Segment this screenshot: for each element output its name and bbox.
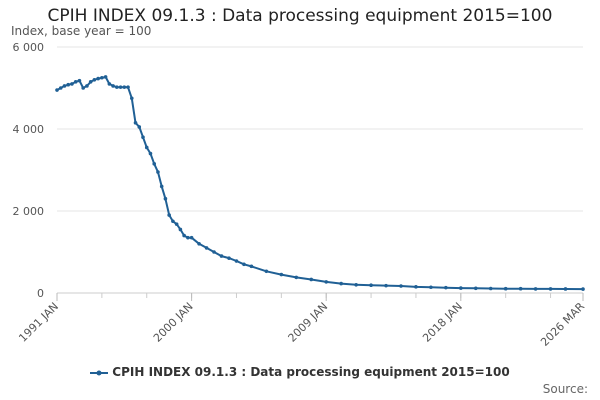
data-point bbox=[58, 86, 63, 90]
y-tick-label: 4 000 bbox=[13, 123, 45, 136]
data-point bbox=[171, 219, 175, 224]
data-point bbox=[167, 213, 171, 217]
data-point bbox=[55, 88, 59, 92]
data-point bbox=[444, 285, 448, 290]
data-point bbox=[242, 262, 246, 267]
x-tick-label: 2009 JAN bbox=[286, 300, 331, 345]
data-point bbox=[186, 235, 190, 240]
data-point bbox=[96, 76, 100, 81]
data-point bbox=[85, 84, 89, 88]
data-point bbox=[518, 286, 523, 291]
series-layer bbox=[55, 75, 585, 291]
data-point bbox=[414, 285, 418, 289]
data-point bbox=[249, 264, 254, 269]
data-point bbox=[178, 227, 183, 232]
y-axis: 0 2 000 4 000 6 000 bbox=[13, 41, 45, 300]
data-point bbox=[399, 284, 403, 288]
data-point bbox=[81, 86, 85, 90]
data-point bbox=[459, 286, 463, 290]
data-point bbox=[324, 280, 329, 284]
gridlines bbox=[57, 46, 583, 294]
data-point bbox=[234, 259, 239, 263]
data-point bbox=[174, 222, 179, 226]
y-axis-label: Index, base year = 100 bbox=[11, 24, 152, 38]
data-point bbox=[197, 242, 201, 246]
data-point bbox=[354, 283, 358, 287]
data-point bbox=[115, 85, 119, 89]
x-tick-label: 2026 MAR bbox=[538, 300, 587, 349]
series-line bbox=[56, 75, 584, 291]
data-point bbox=[384, 283, 388, 288]
data-point bbox=[107, 82, 112, 86]
data-point bbox=[473, 286, 478, 291]
data-point bbox=[429, 285, 433, 290]
data-point bbox=[103, 75, 108, 79]
data-point bbox=[144, 145, 149, 150]
x-tick-label: 2018 JAN bbox=[420, 300, 465, 345]
data-point bbox=[100, 75, 104, 80]
data-point bbox=[227, 256, 231, 260]
data-point bbox=[294, 275, 299, 280]
y-tick-label: 2 000 bbox=[13, 205, 45, 218]
data-point bbox=[581, 287, 585, 291]
data-point bbox=[70, 82, 74, 86]
data-point bbox=[189, 235, 194, 240]
y-tick-label: 0 bbox=[37, 287, 44, 300]
data-point bbox=[533, 287, 538, 291]
data-point bbox=[159, 184, 164, 189]
data-point bbox=[309, 277, 314, 282]
data-point bbox=[118, 85, 123, 89]
data-point bbox=[122, 85, 127, 89]
data-point bbox=[563, 287, 568, 291]
data-point bbox=[152, 162, 157, 166]
y-tick-label: 6 000 bbox=[13, 41, 45, 54]
data-point bbox=[339, 281, 343, 286]
data-point bbox=[88, 80, 93, 84]
data-point bbox=[369, 283, 373, 288]
data-point bbox=[279, 272, 284, 277]
legend-line-icon bbox=[90, 370, 109, 375]
source-note: Source: bbox=[542, 382, 588, 396]
data-point bbox=[156, 170, 160, 174]
legend[interactable]: CPIH INDEX 09.1.3 : Data processing equi… bbox=[0, 365, 600, 379]
data-point bbox=[148, 151, 153, 156]
data-point bbox=[488, 286, 493, 291]
x-axis: 1991 JAN 2000 JAN 2009 JAN 2018 JAN 2026 MAR bbox=[16, 293, 587, 349]
data-point bbox=[212, 250, 216, 254]
data-point bbox=[264, 269, 269, 274]
data-point bbox=[126, 85, 130, 89]
data-point bbox=[73, 80, 78, 84]
data-point bbox=[204, 246, 209, 250]
data-point bbox=[137, 125, 142, 129]
data-point bbox=[503, 286, 508, 291]
data-point bbox=[219, 254, 224, 258]
data-point bbox=[548, 287, 553, 291]
legend-label: CPIH INDEX 09.1.3 : Data processing equi… bbox=[112, 365, 510, 379]
data-point bbox=[62, 84, 67, 88]
x-tick-label: 2000 JAN bbox=[151, 300, 196, 345]
data-point bbox=[66, 82, 71, 87]
data-point bbox=[133, 121, 138, 125]
data-point bbox=[92, 78, 97, 82]
chart-title: CPIH INDEX 09.1.3 : Data processing equi… bbox=[47, 6, 553, 26]
data-point bbox=[77, 78, 82, 83]
data-point bbox=[163, 196, 168, 201]
data-point bbox=[141, 135, 145, 139]
x-tick-label: 1991 JAN bbox=[16, 300, 61, 345]
data-point bbox=[111, 84, 115, 88]
data-point bbox=[182, 233, 186, 238]
data-point bbox=[129, 96, 134, 101]
